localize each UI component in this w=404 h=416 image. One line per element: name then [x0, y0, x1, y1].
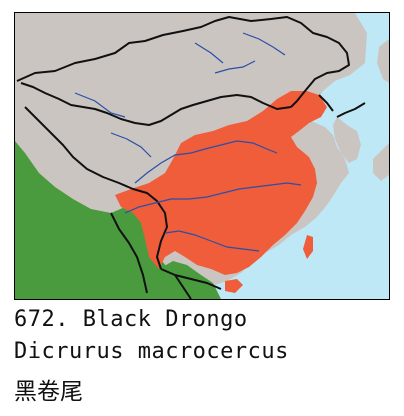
hainan — [225, 279, 243, 293]
species-scientific-name: Dicrurus macrocercus — [14, 339, 289, 364]
rivers — [74, 32, 302, 252]
species-common-name: 672. Black Drongo — [14, 307, 248, 332]
indochina — [159, 261, 221, 299]
range-map — [14, 12, 390, 300]
japan — [373, 143, 389, 181]
species-chinese-name: 黑卷尾 — [14, 379, 83, 405]
korean-peninsula — [333, 117, 361, 163]
taiwan — [303, 235, 313, 259]
japan-north — [377, 39, 389, 83]
borders — [16, 16, 366, 299]
range-breeding — [115, 91, 327, 275]
